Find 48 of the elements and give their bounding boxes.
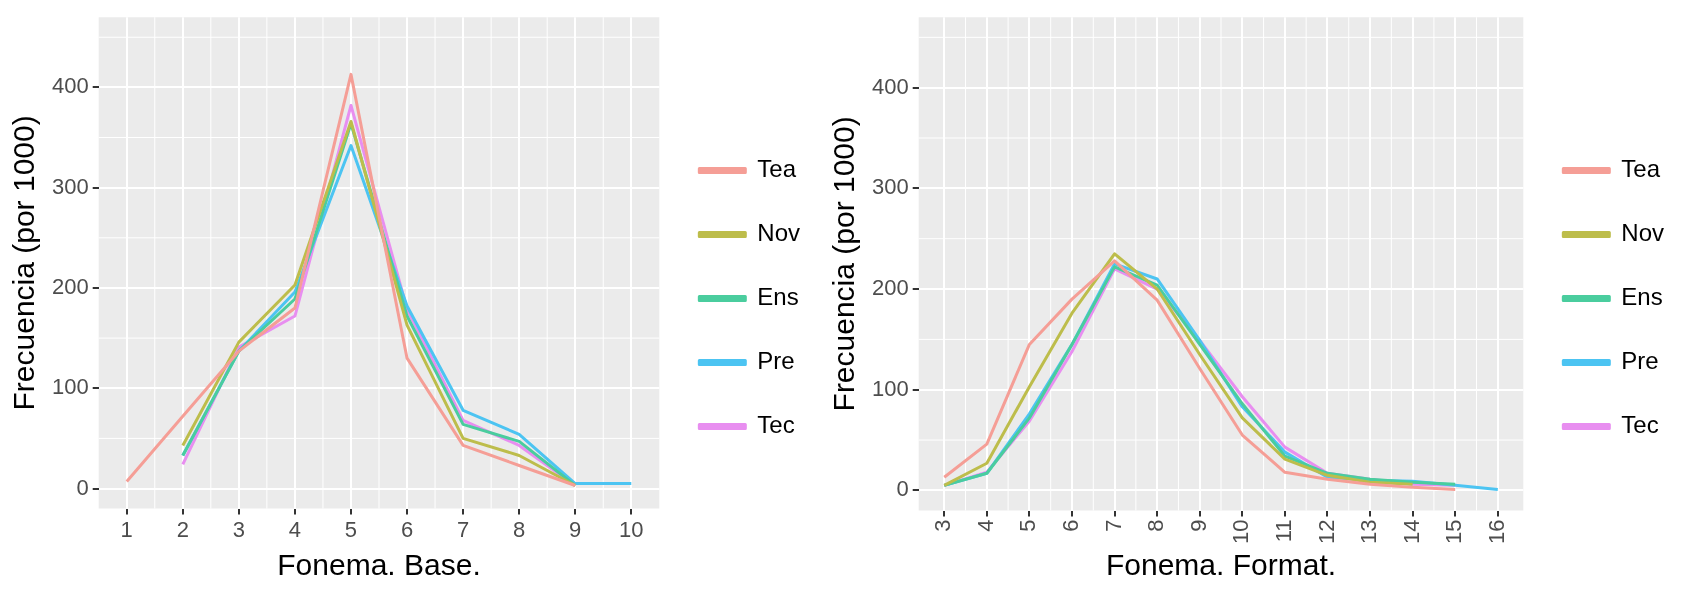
legend-label: Nov [1621,219,1665,247]
x-tick-label: 7 [456,516,470,542]
legend-label: Pre [757,347,795,375]
x-tick-label: 6 [400,516,414,542]
x-tick-label: 2 [176,516,189,542]
legend-label: Ens [757,283,799,311]
x-tick-label: 16 [1483,519,1509,545]
x-tick-label: 9 [1185,519,1211,532]
y-tick-label: 0 [76,474,89,500]
y-tick-label: 100 [871,375,909,401]
x-tick-label: 10 [619,516,644,542]
y-tick-label: 400 [51,73,89,99]
x-tick-label: 4 [972,519,998,532]
x-axis-title: Fonema. Format. [1105,548,1337,582]
legend-label: Nov [757,219,801,247]
x-tick-label: 1 [120,516,133,542]
legend-label: Tea [757,155,797,183]
y-tick-label: 200 [871,275,909,301]
legend-label: Tec [757,411,795,439]
x-tick-label: 12 [1313,519,1339,545]
legend-label: Pre [1621,347,1659,375]
y-tick-label: 400 [871,73,909,99]
x-tick-label: 10 [1228,519,1254,545]
x-tick-label: 3 [930,519,956,532]
y-axis-title: Frecuencia (por 1000) [7,115,41,411]
x-tick-label: 5 [344,516,358,542]
x-tick-label: 15 [1441,519,1467,545]
x-tick-label: 8 [513,516,526,542]
y-axis-title: Frecuencia (por 1000) [827,116,861,412]
y-tick-label: 200 [51,274,89,300]
x-axis-title: Fonema. Base. [277,548,481,582]
x-tick-label: 9 [569,516,582,542]
legend-label: Ens [1621,283,1663,311]
x-tick-label: 7 [1100,519,1126,532]
y-tick-label: 0 [896,476,909,502]
x-tick-label: 11 [1270,519,1296,543]
x-tick-label: 5 [1015,519,1041,532]
x-tick-label: 4 [288,516,302,542]
x-tick-label: 6 [1058,519,1084,532]
legend-label: Tec [1621,411,1659,439]
x-tick-label: 13 [1356,519,1382,545]
x-tick-label: 14 [1398,519,1424,545]
x-tick-label: 3 [232,516,245,542]
y-tick-label: 300 [871,174,909,200]
y-tick-label: 100 [51,374,89,400]
x-tick-label: 8 [1143,519,1169,532]
y-tick-label: 300 [51,173,89,199]
legend-label: Tea [1621,155,1661,183]
